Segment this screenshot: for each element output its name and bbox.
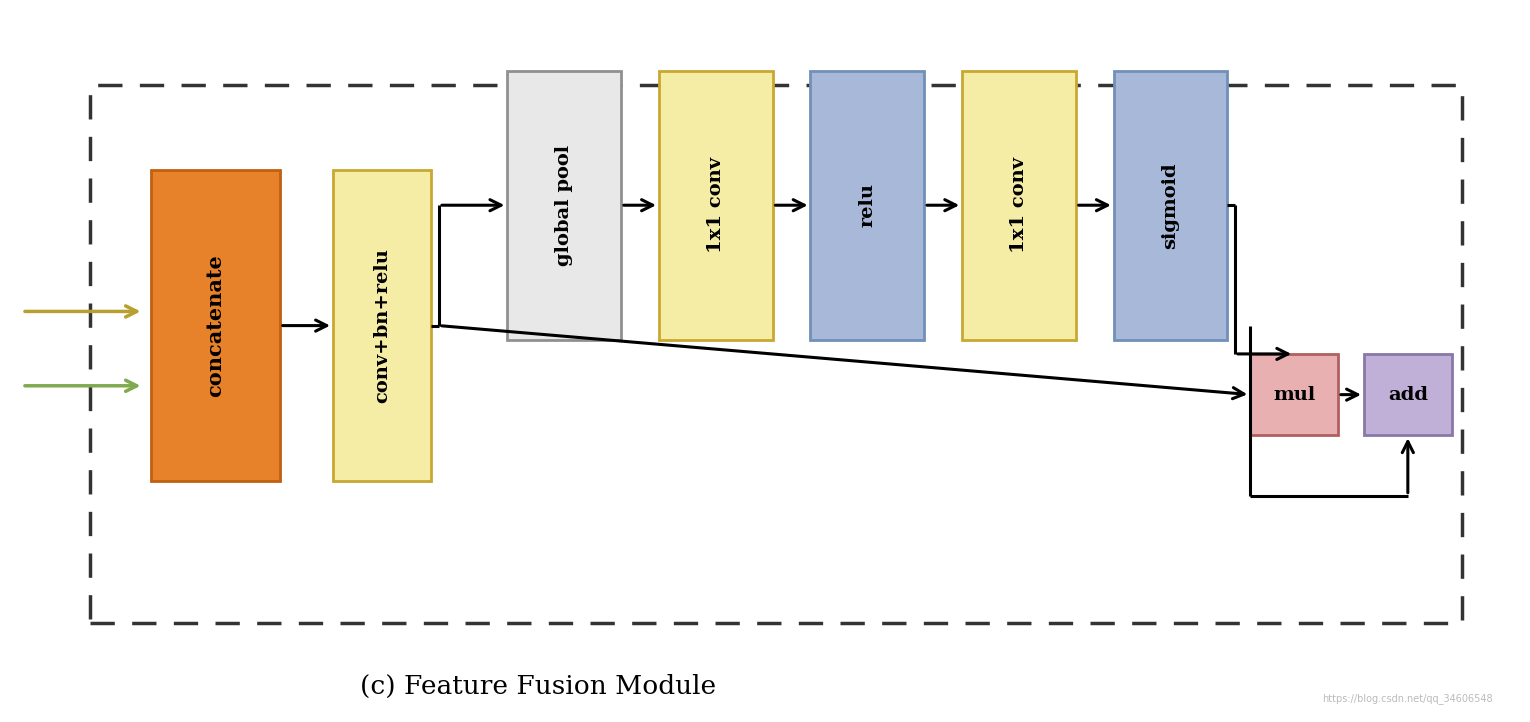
FancyBboxPatch shape — [334, 170, 431, 482]
FancyBboxPatch shape — [1250, 354, 1339, 435]
FancyBboxPatch shape — [508, 71, 621, 340]
FancyBboxPatch shape — [1114, 71, 1227, 340]
Text: 1x1 conv: 1x1 conv — [1010, 157, 1028, 253]
Text: 1x1 conv: 1x1 conv — [707, 157, 725, 253]
FancyBboxPatch shape — [90, 85, 1463, 623]
Text: mul: mul — [1273, 386, 1316, 404]
Text: https://blog.csdn.net/qq_34606548: https://blog.csdn.net/qq_34606548 — [1322, 694, 1493, 705]
Text: relu: relu — [858, 183, 877, 227]
FancyBboxPatch shape — [962, 71, 1076, 340]
FancyBboxPatch shape — [659, 71, 773, 340]
Text: global pool: global pool — [555, 144, 574, 266]
Text: concatenate: concatenate — [205, 254, 225, 397]
FancyBboxPatch shape — [151, 170, 280, 482]
Text: (c) Feature Fusion Module: (c) Feature Fusion Module — [360, 674, 716, 699]
FancyBboxPatch shape — [1363, 354, 1452, 435]
Text: conv+bn+relu: conv+bn+relu — [373, 248, 392, 403]
FancyBboxPatch shape — [811, 71, 924, 340]
Text: add: add — [1388, 386, 1427, 404]
Text: sigmoid: sigmoid — [1161, 162, 1180, 248]
